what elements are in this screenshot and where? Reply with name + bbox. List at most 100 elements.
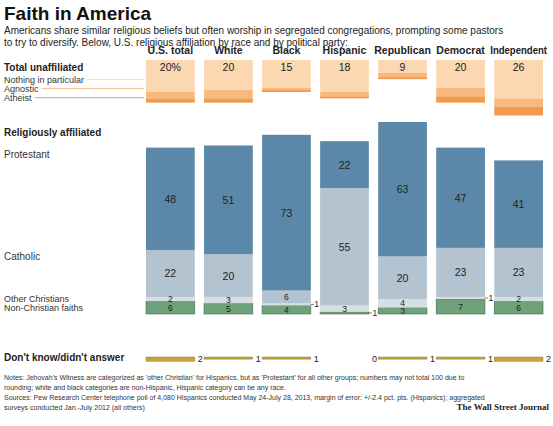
unaffiliated-segment: [146, 92, 195, 98]
segment-label: 1: [430, 354, 435, 364]
segment-label: 20: [223, 270, 235, 282]
column-header: Independent: [490, 44, 547, 56]
unaffiliated-segment: [146, 98, 195, 102]
unaffiliated-segment: [204, 90, 253, 99]
note: surveys conducted Jan.-July 2012 (all ot…: [4, 404, 145, 412]
marks: [146, 60, 543, 361]
note: rounding; white and black categories are…: [4, 384, 286, 392]
segment-label: 1: [372, 308, 377, 318]
segment-label: 2: [516, 294, 521, 304]
segment-label: 5: [226, 304, 231, 314]
affiliated-segment: [378, 299, 427, 308]
affiliated-segment: [436, 248, 485, 297]
total-label: 15: [281, 61, 293, 73]
dont-know-bar: [204, 357, 253, 359]
dont-know-bar: [146, 357, 195, 361]
unaffiliated-segment: [494, 107, 543, 116]
segment-label: 1: [488, 354, 493, 364]
affiliated-segment: [204, 145, 253, 254]
series-label: Protestant: [4, 149, 50, 160]
affiliated-segment: [494, 160, 543, 247]
column-header: Black: [272, 44, 300, 56]
segment-label: 6: [168, 303, 173, 313]
total-label: 26: [513, 61, 525, 73]
total-label: 20: [455, 61, 467, 73]
series-label: Other Christians: [4, 294, 70, 304]
segment-label: 3: [342, 304, 347, 314]
unaffiliated-segment: [146, 60, 195, 92]
segment-label: 3: [226, 295, 231, 305]
segment-label: 73: [281, 207, 293, 219]
credit: The Wall Street Journal: [457, 402, 550, 412]
affiliated-segment: [204, 254, 253, 297]
segment-label: 22: [339, 159, 351, 171]
column-header: Democrat: [436, 44, 485, 56]
unaffiliated-segment: [320, 60, 369, 92]
chart-svg: Faith in AmericaAmericans share similar …: [0, 0, 553, 426]
subtitle: Americans share similar religious belief…: [4, 25, 503, 36]
affiliated-segment: [378, 122, 427, 256]
segment-label: 48: [165, 193, 177, 205]
affiliated-segment: [262, 305, 311, 314]
segment-label: 55: [339, 241, 351, 253]
unaffiliated-segment: [436, 96, 485, 102]
unaffiliated-segment: [494, 98, 543, 107]
affiliated-segment: [436, 297, 485, 299]
leader-line: [35, 97, 144, 98]
title: Faith in America: [4, 3, 152, 24]
segment-label: 20: [397, 272, 409, 284]
column-header: Hispanic: [323, 44, 367, 56]
affiliated-segment: [436, 299, 485, 314]
segment-label: 6: [516, 303, 521, 313]
affiliated-segment: [262, 135, 311, 291]
series-label: Non-Christian faiths: [4, 303, 84, 313]
leader-line: [42, 88, 144, 89]
segment-label: 1: [314, 354, 319, 364]
labels: 20%20151892026Total unaffiliatedNothing …: [4, 61, 551, 364]
unaffiliated-segment: [436, 88, 485, 97]
affiliated-segment: [378, 256, 427, 299]
column-header: U.S. total: [148, 44, 194, 56]
affiliated-segment: [494, 248, 543, 297]
unaffiliated-segment: [378, 60, 427, 73]
dont-know-bar: [320, 357, 369, 358]
segment-label: 4: [400, 298, 405, 308]
segment-label: 23: [513, 266, 525, 278]
dont-know-bar: [494, 357, 543, 361]
section-label: Total unaffiliated: [4, 62, 83, 73]
unaffiliated-segment: [204, 98, 253, 102]
total-label: 20: [223, 61, 235, 73]
section-label: Don't know/didn't answer: [4, 352, 124, 363]
affiliated-segment: [320, 141, 369, 188]
segment-label: 7: [458, 302, 463, 312]
column-header: Republican: [374, 44, 431, 56]
unaffiliated-segment: [204, 60, 253, 90]
unaffiliated-segment: [320, 96, 369, 98]
series-label: Catholic: [4, 251, 40, 262]
segment-label: 41: [513, 198, 525, 210]
segment-label: 2: [546, 354, 551, 364]
unaffiliated-segment: [262, 88, 311, 90]
segment-label: 1: [488, 293, 493, 303]
segment-label: 1: [314, 299, 319, 309]
dont-know-bar: [436, 357, 485, 359]
unaffiliated-segment: [378, 73, 427, 77]
unaffiliated-segment: [262, 90, 311, 92]
leader-line: [87, 79, 144, 80]
total-label: 18: [339, 61, 351, 73]
affiliated-segment: [146, 250, 195, 297]
segment-label: 47: [455, 192, 467, 204]
unaffiliated-segment: [320, 92, 369, 96]
unaffiliated-segment: [494, 60, 543, 98]
dont-know-bar: [378, 357, 427, 359]
unaffiliated-segment: [436, 60, 485, 88]
affiliated-segment: [320, 188, 369, 305]
segment-label: 2: [168, 294, 173, 304]
segment-label: 2: [198, 354, 203, 364]
segment-label: 4: [284, 305, 289, 315]
chart-container: Faith in AmericaAmericans share similar …: [0, 0, 553, 426]
affiliated-segment: [146, 148, 195, 250]
dont-know-bar: [262, 357, 311, 359]
unaffiliated-segment: [262, 60, 311, 88]
total-label: 9: [400, 61, 406, 73]
